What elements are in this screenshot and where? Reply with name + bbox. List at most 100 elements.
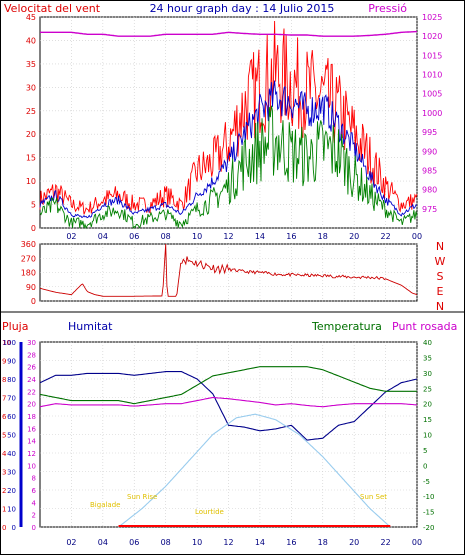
temperature-tick-label: -20 bbox=[423, 524, 434, 532]
dewpoint-tick-label: 12 bbox=[27, 450, 36, 458]
y-tick-label: 20 bbox=[26, 130, 36, 139]
compass-letter: N bbox=[436, 240, 444, 253]
y-tick-label: 10 bbox=[26, 177, 36, 186]
y-right-tick-label: 995 bbox=[422, 128, 437, 137]
temperature-tick-label: 15 bbox=[423, 416, 432, 424]
x-tick-label: 14 bbox=[255, 232, 265, 241]
y-tick-label: 0 bbox=[31, 224, 36, 233]
temperature-tick-label: 0 bbox=[423, 462, 427, 470]
y-tick-label: 270 bbox=[21, 254, 36, 263]
x-tick-label: 14 bbox=[255, 538, 265, 547]
temperature-tick-label: 40 bbox=[423, 339, 432, 347]
panel-wind-pressure: Velocitat del vent 24 hour graph day : 1… bbox=[4, 2, 442, 241]
rain-tick-label: 9 bbox=[2, 358, 6, 366]
series-line-dew bbox=[39, 396, 418, 408]
compass-letter: W bbox=[435, 255, 446, 268]
y-right-tick-label: 1000 bbox=[422, 109, 442, 118]
temperature-tick-label: 30 bbox=[423, 370, 432, 378]
rain-tick-label: 6 bbox=[2, 413, 7, 421]
humidity-tick-label: 100 bbox=[3, 339, 16, 347]
dewpoint-tick-label: 14 bbox=[27, 438, 36, 446]
humidity-axis-title: Humitat bbox=[68, 320, 113, 333]
y-tick-label: 25 bbox=[26, 107, 36, 116]
x-tick-label: 16 bbox=[286, 232, 296, 241]
dewpoint-tick-label: 4 bbox=[32, 499, 37, 507]
y-axis-right-pressure: 975 980 985 990 995 1000 1005 1010 1015 1020 1025 bbox=[422, 13, 442, 214]
x-tick-label: 06 bbox=[129, 232, 139, 241]
y-tick-label: 5 bbox=[31, 201, 36, 210]
dewpoint-tick-label: 26 bbox=[27, 364, 36, 372]
x-tick-label: 18 bbox=[318, 232, 328, 241]
series-humidity-temperature bbox=[39, 366, 418, 528]
dewpoint-tick-label: 8 bbox=[32, 475, 36, 483]
dewpoint-tick-label: 10 bbox=[27, 462, 36, 470]
humidity-tick-label: 80 bbox=[7, 376, 16, 384]
y-right-tick-label: 1015 bbox=[422, 51, 442, 60]
humidity-tick-label: 0 bbox=[12, 524, 16, 532]
compass-letter: N bbox=[436, 300, 444, 313]
series-wind bbox=[39, 20, 418, 230]
x-tick-label: 20 bbox=[349, 232, 359, 241]
rain-tick-label: 5 bbox=[2, 432, 6, 440]
rain-tick-label: 8 bbox=[2, 376, 6, 384]
compass-letter: E bbox=[437, 285, 444, 298]
dewpoint-tick-label: 20 bbox=[27, 401, 36, 409]
humidity-tick-label: 90 bbox=[7, 358, 16, 366]
series-line-2 bbox=[39, 105, 418, 230]
x-tick-label: 10 bbox=[192, 538, 202, 547]
temperature-tick-label: 25 bbox=[423, 385, 432, 393]
dewpoint-tick-label: 28 bbox=[27, 351, 36, 359]
x-tick-label: 18 bbox=[318, 538, 328, 547]
y-tick-label: 15 bbox=[26, 154, 36, 163]
dewpoint-tick-label: 0 bbox=[32, 524, 36, 532]
rain-tick-label: 7 bbox=[2, 395, 6, 403]
y-tick-label: 45 bbox=[26, 13, 36, 22]
temperature-tick-label: 20 bbox=[423, 401, 432, 409]
sun-label-sunrise: Sun Rise bbox=[127, 493, 157, 501]
sun-label-noon: Lourtide bbox=[195, 508, 224, 516]
humidity-tick-label: 60 bbox=[7, 413, 16, 421]
series-line-direction bbox=[39, 243, 418, 297]
y-tick-label: 0 bbox=[31, 297, 36, 306]
y-tick-label: 90 bbox=[26, 283, 36, 292]
x-tick-label: 00 bbox=[412, 232, 422, 241]
y-tick-label: 180 bbox=[21, 269, 36, 278]
y-right-tick-label: 985 bbox=[422, 166, 437, 175]
y-tick-label: 30 bbox=[26, 83, 36, 92]
compass-letter: S bbox=[437, 270, 444, 283]
x-tick-label: 22 bbox=[380, 232, 390, 241]
left-axis-title: Velocitat del vent bbox=[4, 2, 101, 15]
y-axis-direction: 0 90 180 270 360 bbox=[21, 240, 36, 306]
humidity-tick-label: 50 bbox=[7, 432, 16, 440]
x-tick-label: 10 bbox=[192, 232, 202, 241]
series-line-0 bbox=[39, 20, 418, 215]
temperature-tick-label: 5 bbox=[423, 447, 427, 455]
series-direction bbox=[39, 243, 418, 297]
y-right-tick-label: 990 bbox=[422, 147, 437, 156]
series-line-humidity bbox=[118, 413, 391, 528]
temperature-axis-title: Temperatura bbox=[311, 320, 382, 333]
y-tick-label: 40 bbox=[26, 36, 36, 45]
rain-tick-label: 10 bbox=[2, 339, 11, 347]
rain-tick-label: 1 bbox=[2, 506, 6, 514]
rain-tick-label: 4 bbox=[2, 450, 7, 458]
x-tick-label: 12 bbox=[223, 232, 233, 241]
sun-label-dawn: Bigalade bbox=[90, 501, 120, 509]
x-tick-label: 08 bbox=[161, 232, 171, 241]
dewpoint-tick-label: 16 bbox=[27, 425, 36, 433]
rain-tick-label: 2 bbox=[2, 487, 6, 495]
series-line-1 bbox=[39, 80, 418, 219]
rain-tick-label: 3 bbox=[2, 469, 6, 477]
panel-humidity-temperature: Pluja Humitat Temperatura Punt rosada 0 1… bbox=[2, 320, 457, 547]
dewpoint-tick-label: 2 bbox=[32, 512, 36, 520]
series-line-temperature bbox=[39, 366, 417, 405]
x-tick-label: 08 bbox=[161, 538, 171, 547]
humidity-tick-label: 20 bbox=[7, 487, 16, 495]
temperature-tick-label: -15 bbox=[423, 509, 434, 517]
y-right-tick-label: 975 bbox=[422, 205, 437, 214]
x-tick-label: 02 bbox=[66, 232, 76, 241]
y-right-tick-label: 980 bbox=[422, 186, 437, 195]
dewpoint-tick-label: 22 bbox=[27, 388, 36, 396]
